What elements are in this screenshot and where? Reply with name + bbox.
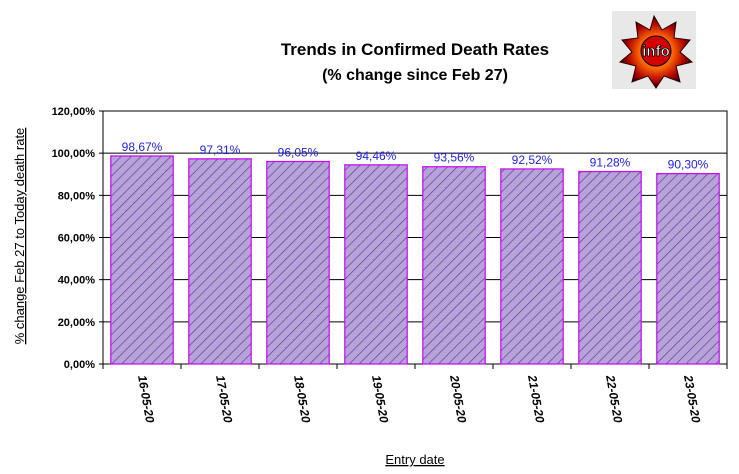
x-tick-label: 17-05-20 — [213, 374, 235, 424]
bar-23-05-20 — [656, 173, 720, 365]
bar-17-05-20 — [188, 158, 252, 365]
chart-subtitle: (% change since Feb 27) — [322, 67, 508, 84]
data-label: 93,56% — [434, 151, 475, 165]
x-tick-label: 16-05-20 — [135, 374, 157, 424]
bar-19-05-20 — [344, 164, 408, 365]
bar-22-05-20 — [578, 170, 642, 365]
y-tick-label: 20,00% — [58, 317, 96, 329]
x-tick-label: 21-05-20 — [525, 373, 547, 424]
y-tick-label: 60,00% — [58, 233, 96, 245]
y-tick-label: 100,00% — [52, 148, 96, 160]
data-label: 96,05% — [278, 145, 319, 159]
y-tick-label: 80,00% — [58, 190, 96, 202]
x-tick-label: 20-05-20 — [447, 373, 469, 424]
y-tick-label: 0,00% — [64, 359, 95, 371]
logo-text: info — [642, 43, 670, 60]
y-tick-label: 40,00% — [58, 275, 96, 287]
data-labels: 98,67% 97,31% 96,05% 94,46% 93,56% 92,52% 91,2… — [122, 140, 709, 172]
data-label: 91,28% — [590, 156, 631, 170]
data-label: 97,31% — [200, 143, 241, 157]
chart-title: Trends in Confirmed Death Rates — [281, 40, 549, 59]
bar-18-05-20 — [266, 160, 330, 365]
data-label: 98,67% — [122, 140, 163, 154]
bar-16-05-20 — [110, 155, 174, 365]
bar-20-05-20 — [422, 166, 486, 365]
plot-area: 0,00% 20,00% 40,00% 60,00% 80,00% 100,00% 120,… — [52, 106, 728, 424]
x-tick-label: 23-05-20 — [681, 373, 703, 424]
y-axis-ticks: 0,00% 20,00% 40,00% 60,00% 80,00% 100,00% 120,… — [52, 106, 103, 371]
x-axis-ticks: 16-05-20 17-05-20 18-05-20 19-05-20 20-05-20… — [102, 364, 728, 424]
y-axis-label: % change Feb 27 to Today death rate — [12, 128, 27, 345]
bar-21-05-20 — [500, 168, 564, 365]
data-label: 94,46% — [356, 149, 397, 163]
bars — [110, 155, 720, 365]
data-label: 90,30% — [668, 158, 709, 172]
x-axis-label: Entry date — [385, 452, 444, 467]
x-tick-label: 18-05-20 — [291, 374, 313, 424]
y-tick-label: 120,00% — [52, 106, 96, 118]
x-tick-label: 22-05-20 — [603, 373, 625, 424]
starburst-logo-icon: info — [612, 11, 696, 89]
data-label: 92,52% — [512, 153, 553, 167]
x-tick-label: 19-05-20 — [369, 374, 391, 424]
